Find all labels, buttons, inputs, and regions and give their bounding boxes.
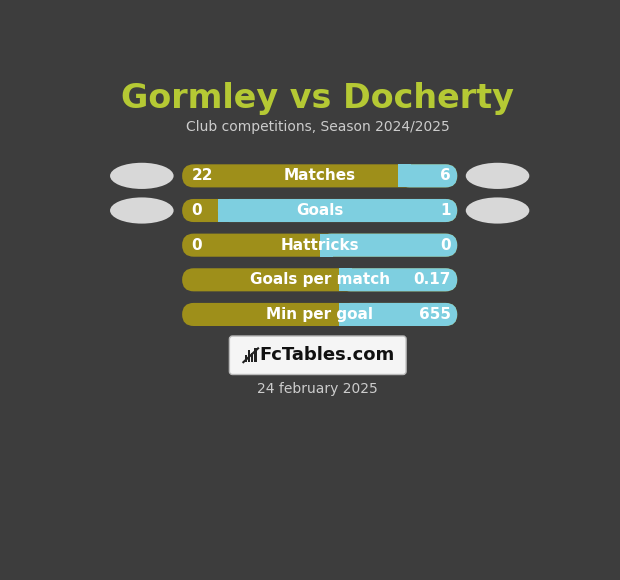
Bar bbox=[320, 234, 333, 257]
FancyBboxPatch shape bbox=[398, 164, 458, 187]
Bar bbox=[245, 354, 247, 362]
Ellipse shape bbox=[110, 197, 174, 224]
FancyBboxPatch shape bbox=[182, 199, 458, 222]
Text: 0: 0 bbox=[192, 203, 202, 218]
Bar bbox=[254, 349, 257, 362]
Text: FcTables.com: FcTables.com bbox=[259, 346, 395, 364]
Text: 6: 6 bbox=[440, 168, 451, 183]
Text: 24 february 2025: 24 february 2025 bbox=[257, 382, 378, 396]
Text: 655: 655 bbox=[419, 307, 451, 322]
Bar bbox=[251, 353, 254, 362]
Ellipse shape bbox=[466, 197, 529, 224]
Bar bbox=[218, 199, 231, 222]
Bar bbox=[339, 303, 352, 326]
Text: 0.17: 0.17 bbox=[414, 273, 451, 287]
FancyBboxPatch shape bbox=[218, 199, 458, 222]
Ellipse shape bbox=[466, 163, 529, 189]
FancyBboxPatch shape bbox=[182, 303, 458, 326]
FancyBboxPatch shape bbox=[339, 269, 458, 291]
Text: Goals per match: Goals per match bbox=[250, 273, 390, 287]
Text: Gormley vs Docherty: Gormley vs Docherty bbox=[122, 82, 514, 115]
FancyBboxPatch shape bbox=[339, 303, 458, 326]
Bar bbox=[398, 164, 411, 187]
Text: 0: 0 bbox=[192, 238, 202, 253]
Text: 1: 1 bbox=[441, 203, 451, 218]
FancyBboxPatch shape bbox=[320, 234, 458, 257]
Text: Club competitions, Season 2024/2025: Club competitions, Season 2024/2025 bbox=[186, 121, 450, 135]
Text: Hattricks: Hattricks bbox=[280, 238, 359, 253]
FancyBboxPatch shape bbox=[182, 269, 458, 291]
Ellipse shape bbox=[110, 163, 174, 189]
Text: 0: 0 bbox=[440, 238, 451, 253]
FancyBboxPatch shape bbox=[182, 164, 458, 187]
Bar bbox=[248, 350, 250, 362]
Text: Goals: Goals bbox=[296, 203, 343, 218]
Text: 22: 22 bbox=[192, 168, 213, 183]
Text: Min per goal: Min per goal bbox=[266, 307, 373, 322]
Bar bbox=[339, 269, 352, 291]
FancyBboxPatch shape bbox=[182, 234, 458, 257]
FancyBboxPatch shape bbox=[229, 336, 406, 375]
Text: Matches: Matches bbox=[283, 168, 356, 183]
